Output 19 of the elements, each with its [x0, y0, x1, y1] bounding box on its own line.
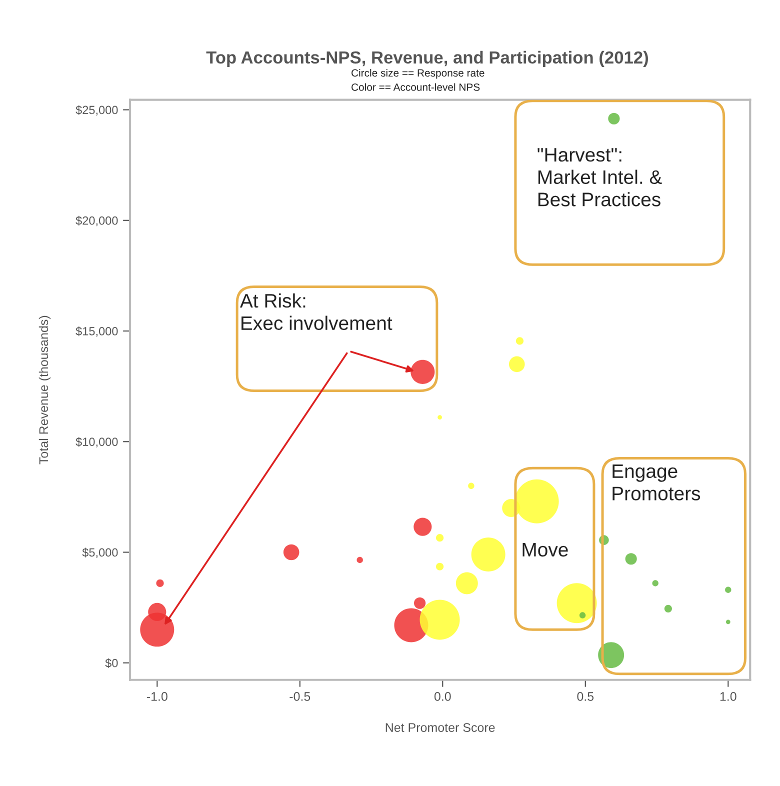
x-tick-label: -0.5: [290, 692, 310, 701]
chart-subtitle: Circle size == Response rate Color == Account-level NPS: [352, 68, 484, 91]
x-axis-title: Net Promoter Score: [386, 723, 495, 732]
y-tick-label: $20,000: [76, 216, 118, 226]
y-tick-label: $25,000: [76, 105, 118, 116]
y-tick-label: $5,000: [82, 548, 118, 558]
annotation: Engage Promoters: [612, 464, 700, 500]
y-tick-label: $15,000: [76, 326, 118, 337]
y-tick-label: $10,000: [76, 437, 118, 448]
x-tick-label: 0.5: [577, 692, 594, 701]
y-axis-title: Total Revenue (thousands): [38, 316, 51, 464]
annotation: "Harvest": Market Intel. & Best Practices: [538, 148, 662, 206]
annotation: Move: [522, 543, 568, 557]
x-tick-label: -1.0: [146, 692, 168, 701]
y-tick-label: $0: [105, 658, 118, 668]
annotation: At Risk: Exec involvement: [240, 293, 392, 330]
x-tick-label: 1.0: [720, 692, 736, 701]
chart-title: Top Accounts-NPS, Revenue, and Participation (2012): [206, 50, 648, 68]
x-tick-label: 0.0: [434, 692, 451, 701]
